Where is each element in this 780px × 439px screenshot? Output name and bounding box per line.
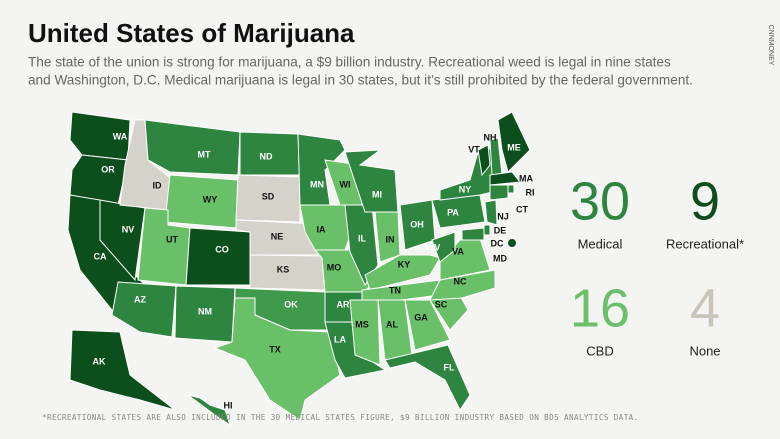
state-label: DC: [491, 238, 504, 248]
state-label: WV: [426, 242, 441, 252]
state-label: VT: [468, 144, 480, 154]
state-shape: [144, 119, 241, 176]
state-label: MI: [372, 189, 382, 199]
state-label: DE: [494, 225, 507, 235]
state-label: TN: [389, 285, 401, 295]
state-label: LA: [334, 334, 346, 344]
state-label: SC: [435, 299, 448, 309]
state-shape: [507, 184, 515, 194]
state-label: NV: [122, 224, 135, 234]
state-label: HI: [224, 400, 233, 410]
state-shape: [404, 299, 451, 351]
state-label: NM: [198, 306, 212, 316]
state-label: WY: [203, 194, 218, 204]
state-shape: [489, 184, 509, 201]
state-shape: [483, 224, 491, 236]
state-label: NJ: [497, 211, 509, 221]
stat-label: Recreational*: [666, 236, 744, 251]
state-label: ND: [260, 151, 273, 161]
state-label: IA: [317, 224, 327, 234]
stats: 30 Medical 9 Recreational* 16 CBD 4 None: [570, 171, 744, 358]
state-label: MD: [493, 253, 507, 263]
state-shape: [185, 227, 251, 286]
state-shape: [111, 281, 177, 338]
state-label: MT: [198, 149, 211, 159]
stat-label: CBD: [586, 343, 613, 358]
state-label: PA: [447, 207, 459, 217]
state-label: NY: [459, 184, 472, 194]
state-label: ME: [507, 142, 521, 152]
stat-number: 16: [570, 278, 630, 338]
state-label: AR: [337, 299, 350, 309]
title: United States of Marijuana: [28, 18, 355, 48]
state-shape: [69, 329, 176, 411]
state-label: TX: [269, 344, 281, 354]
state-label: NE: [271, 231, 284, 241]
footnote: *RECREATIONAL STATES ARE ALSO INCLUDED I…: [42, 413, 639, 422]
state-label: KY: [398, 259, 411, 269]
state-shape: [213, 297, 341, 421]
state-label: FL: [444, 362, 455, 372]
state-label: OR: [101, 164, 115, 174]
state-label: MA: [519, 173, 533, 183]
state-shape: [497, 111, 531, 173]
state-label: MO: [327, 262, 342, 272]
state-label: NH: [484, 132, 497, 142]
state-label: AZ: [134, 294, 146, 304]
state-shape: [384, 344, 471, 411]
state-shape: [461, 227, 485, 241]
state-label: WA: [113, 131, 128, 141]
state-shape: [429, 269, 496, 301]
stat-number: 9: [690, 171, 720, 231]
state-shape: [477, 144, 491, 177]
state-label: CO: [215, 244, 229, 254]
stat-number: 30: [570, 171, 630, 231]
state-label: GA: [414, 312, 428, 322]
subtitle: and Washington, D.C. Medical marijuana i…: [28, 73, 693, 88]
state-label: CA: [94, 251, 107, 261]
state-shape: [349, 299, 381, 366]
state-label: VA: [452, 246, 464, 256]
dc-dot: [508, 239, 516, 247]
state-label: ID: [153, 180, 163, 190]
state-label: KS: [277, 264, 290, 274]
state-label: AL: [386, 319, 398, 329]
state-shape: [431, 231, 456, 263]
watermark: CNNMONEY: [767, 25, 774, 66]
state-label: RI: [526, 187, 535, 197]
state-label: IN: [386, 234, 395, 244]
state-label: AK: [93, 356, 106, 366]
stat-number: 4: [690, 278, 720, 338]
state-label: SD: [262, 191, 275, 201]
state-label: MN: [310, 179, 324, 189]
subtitle: The state of the union is strong for mar…: [28, 55, 671, 70]
state-label: UT: [166, 234, 178, 244]
state-label: WI: [340, 179, 351, 189]
state-label: MS: [355, 319, 369, 329]
state-shape: [484, 199, 498, 226]
state-shape: [235, 174, 301, 223]
state-shape: [164, 174, 239, 229]
stat-label: Medical: [578, 236, 623, 251]
state-shape: [187, 394, 231, 427]
map: WA OR CA NV ID MT WY UT CO AZ NM ND SD NE KS OK TX MN IA MO…: [67, 111, 535, 427]
state-label: OH: [410, 219, 424, 229]
state-label: NC: [454, 276, 467, 286]
state-label: CT: [516, 204, 528, 214]
stat-label: None: [689, 343, 720, 358]
state-label: IL: [358, 233, 367, 243]
state-label: OK: [284, 299, 298, 309]
state-shape: [489, 171, 521, 186]
state-shape: [344, 149, 399, 213]
